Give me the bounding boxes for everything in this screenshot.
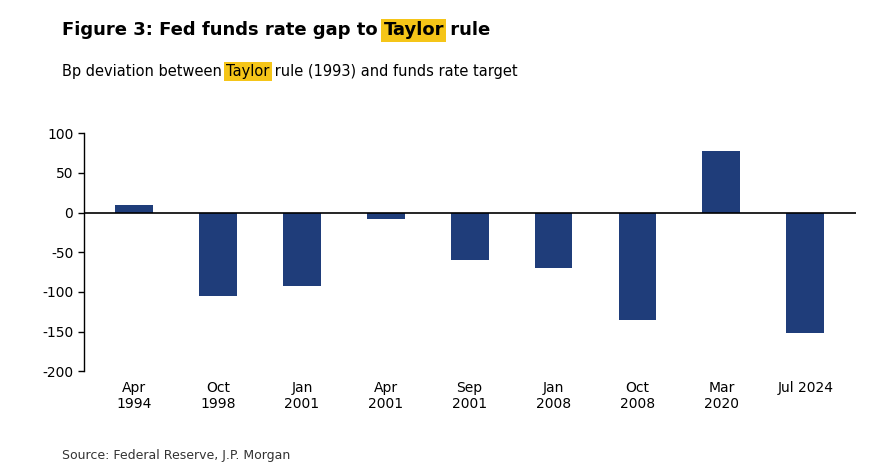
Bar [367,213,405,219]
Bar [283,213,321,286]
Text: Figure 3: Fed funds rate gap to: Figure 3: Fed funds rate gap to [62,21,384,40]
Bar [451,213,489,260]
Text: Bp deviation between: Bp deviation between [62,64,227,79]
Bar [618,213,656,320]
Text: rule (1993) and funds rate target: rule (1993) and funds rate target [270,64,517,79]
Text: Source: Federal Reserve, J.P. Morgan: Source: Federal Reserve, J.P. Morgan [62,449,290,462]
Bar [534,213,572,268]
Bar [787,213,824,333]
Bar [116,205,153,213]
Text: rule: rule [445,21,490,40]
Text: Taylor: Taylor [227,64,270,79]
Bar [702,151,740,213]
Bar [199,213,237,296]
Text: Taylor: Taylor [384,21,445,40]
